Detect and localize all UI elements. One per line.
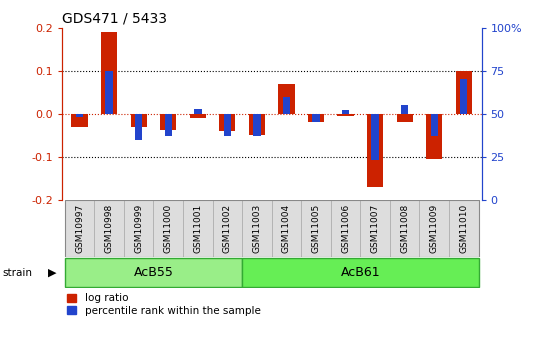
Bar xyxy=(342,110,349,114)
Bar xyxy=(367,114,383,187)
Bar xyxy=(460,79,468,114)
Bar xyxy=(278,84,295,114)
Bar xyxy=(153,200,183,257)
Bar xyxy=(283,97,290,114)
Text: GSM10999: GSM10999 xyxy=(134,204,143,253)
Bar xyxy=(249,114,265,136)
Text: GSM11002: GSM11002 xyxy=(223,204,232,253)
Bar xyxy=(194,109,202,114)
Text: GSM11005: GSM11005 xyxy=(312,204,321,253)
Bar xyxy=(360,200,390,257)
Bar xyxy=(242,258,479,287)
Bar xyxy=(308,114,324,122)
Bar xyxy=(105,71,113,114)
Text: GSM10998: GSM10998 xyxy=(105,204,114,253)
Bar xyxy=(253,114,260,136)
Text: GSM11000: GSM11000 xyxy=(164,204,173,253)
Bar xyxy=(390,200,420,257)
Bar xyxy=(101,32,117,114)
Bar xyxy=(183,200,213,257)
Text: GSM11008: GSM11008 xyxy=(400,204,409,253)
Bar xyxy=(124,200,153,257)
Text: ▶: ▶ xyxy=(48,268,57,277)
Bar xyxy=(456,71,472,114)
Text: GSM11006: GSM11006 xyxy=(341,204,350,253)
Text: AcB61: AcB61 xyxy=(341,266,380,279)
Bar xyxy=(449,200,479,257)
Text: GSM11009: GSM11009 xyxy=(430,204,438,253)
Bar xyxy=(272,200,301,257)
Bar xyxy=(72,114,88,127)
Bar xyxy=(331,200,360,257)
Bar xyxy=(76,114,83,117)
Bar xyxy=(242,200,272,257)
Bar xyxy=(224,114,231,136)
Bar xyxy=(94,200,124,257)
Bar xyxy=(213,200,242,257)
Bar xyxy=(397,114,413,122)
Legend: log ratio, percentile rank within the sample: log ratio, percentile rank within the sa… xyxy=(67,293,261,316)
Bar xyxy=(65,258,242,287)
Bar xyxy=(301,200,331,257)
Text: AcB55: AcB55 xyxy=(133,266,173,279)
Text: GSM11007: GSM11007 xyxy=(371,204,380,253)
Bar xyxy=(135,114,143,140)
Text: GSM11001: GSM11001 xyxy=(193,204,202,253)
Text: GSM11004: GSM11004 xyxy=(282,204,291,253)
Bar xyxy=(160,114,176,130)
Text: GDS471 / 5433: GDS471 / 5433 xyxy=(62,11,167,25)
Bar xyxy=(165,114,172,136)
Bar xyxy=(371,114,379,160)
Bar xyxy=(131,114,147,127)
Text: GSM11010: GSM11010 xyxy=(459,204,468,253)
Bar xyxy=(220,114,236,131)
Bar xyxy=(65,200,94,257)
Text: strain: strain xyxy=(3,268,33,277)
Bar xyxy=(337,114,353,116)
Bar xyxy=(420,200,449,257)
Bar xyxy=(426,114,442,159)
Text: GSM10997: GSM10997 xyxy=(75,204,84,253)
Bar xyxy=(430,114,438,136)
Bar xyxy=(190,114,206,118)
Text: GSM11003: GSM11003 xyxy=(252,204,261,253)
Bar xyxy=(401,105,408,114)
Bar xyxy=(313,114,320,122)
